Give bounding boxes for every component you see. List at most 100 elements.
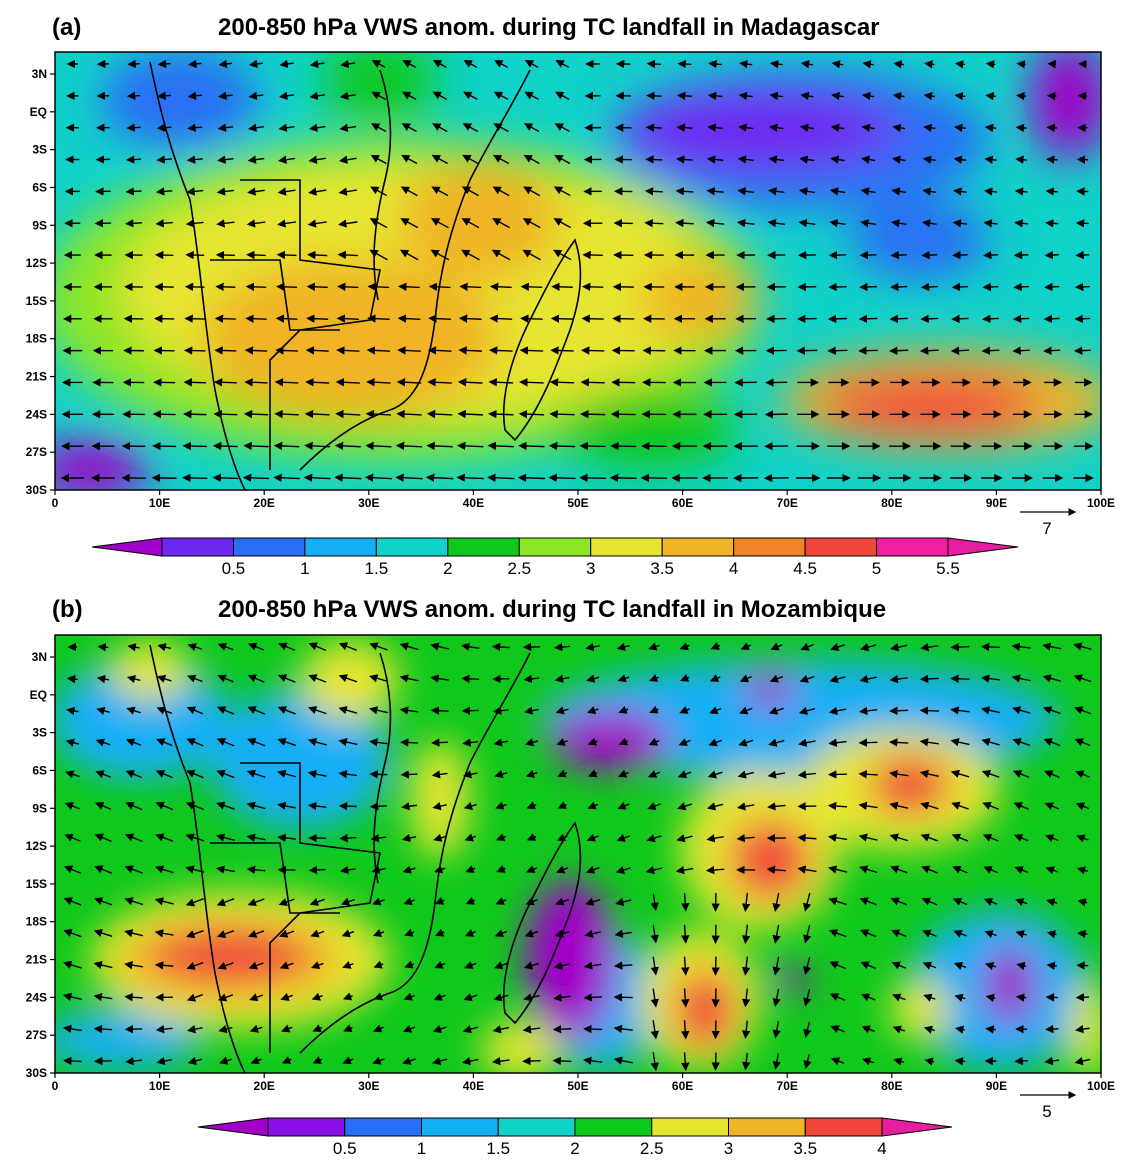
wind-vector-arrow (828, 738, 847, 747)
wind-vector-arrow (281, 1024, 293, 1033)
wind-vector-arrow (677, 59, 692, 69)
wind-vector-arrow (985, 91, 996, 101)
wind-vector-arrow (553, 218, 572, 229)
wind-vector-arrow (279, 929, 295, 938)
wind-vector-arrow (858, 706, 878, 716)
wind-vector-arrow (582, 250, 603, 260)
wind-vector-arrow (950, 738, 970, 747)
wind-vector-arrow (706, 187, 724, 196)
wind-vector-arrow (492, 1025, 510, 1034)
wind-vector-arrow (456, 473, 484, 482)
wind-vector-arrow (457, 378, 483, 387)
wind-vector-arrow (125, 187, 142, 196)
x-tick-label: 50E (567, 496, 588, 510)
wind-vector-arrow (797, 770, 817, 779)
wind-vector-arrow (217, 706, 235, 715)
wind-vector-arrow (404, 928, 415, 937)
wind-vector-arrow (556, 738, 568, 746)
wind-vector-arrow (859, 865, 878, 874)
wind-vector-arrow (859, 282, 877, 292)
wind-vector-arrow (520, 282, 543, 291)
wind-vector-arrow (248, 929, 265, 938)
wind-vector-arrow (308, 123, 326, 132)
wind-vector-arrow (273, 441, 300, 451)
wind-vector-arrow (401, 91, 417, 101)
y-tick-label: 24S (26, 407, 47, 421)
wind-vector-arrow (954, 1057, 966, 1066)
wind-vector-arrow (952, 865, 968, 874)
wind-vector-arrow (828, 865, 848, 874)
wind-vector-arrow (1074, 706, 1091, 715)
wind-vector-arrow (432, 59, 447, 68)
panel-a-map: 0 10E 20E 30E 40E 50E 60E 70E 80E 90E 100E 3N EQ 3S 6S… (26, 51, 1115, 578)
wind-vector-arrow (125, 1056, 142, 1066)
wind-vector-arrow (614, 929, 633, 938)
wind-vector-arrow (459, 282, 482, 291)
wind-vector-arrow (891, 961, 907, 970)
wind-vector-arrow (402, 1024, 416, 1033)
wind-vector-arrow (741, 956, 751, 976)
wind-vector-arrow (556, 865, 569, 874)
wind-vector-arrow (580, 346, 605, 355)
wind-vector-arrow (280, 992, 294, 1001)
wind-vector-arrow (492, 1056, 510, 1066)
wind-vector-arrow (432, 123, 448, 133)
wind-vector-arrow (524, 929, 539, 938)
wind-vector-arrow (1012, 314, 1030, 323)
wind-vector-arrow (827, 833, 848, 842)
wind-vector-arrow (554, 123, 570, 133)
wind-vector-arrow (858, 314, 878, 324)
wind-vector-arrow (433, 992, 446, 1001)
wind-vector-arrow (675, 218, 694, 228)
wind-vector-arrow (431, 770, 448, 779)
wind-vector-arrow (614, 961, 633, 970)
y-tick-label: 12S (26, 839, 47, 853)
wind-vector-arrow (1045, 1024, 1059, 1034)
wind-vector-arrow (188, 59, 202, 69)
wind-vector-arrow (860, 643, 877, 652)
wind-vector-arrow (950, 674, 970, 683)
wind-vector-arrow (799, 674, 815, 683)
wind-vector-arrow (859, 929, 877, 938)
wind-vector-arrow (397, 314, 421, 323)
wind-vector-arrow (1077, 898, 1088, 907)
wind-vector-arrow (246, 801, 266, 810)
wind-vector-arrow (679, 673, 690, 682)
wind-vector-arrow (548, 473, 576, 483)
wind-vector-arrow (432, 802, 447, 811)
wind-vector-arrow (921, 865, 938, 874)
wind-vector-arrow (677, 802, 693, 811)
wind-vector-arrow (583, 961, 602, 970)
wind-vector-arrow (369, 218, 388, 229)
wind-vector-arrow (828, 929, 847, 938)
colorbar-tick-label: 4 (877, 1139, 886, 1158)
wind-vector-arrow (646, 91, 662, 101)
wind-vector-arrow (1015, 898, 1028, 907)
x-tick-label: 50E (567, 1079, 588, 1093)
wind-vector-arrow (495, 897, 507, 905)
y-tick-label: 21S (26, 370, 47, 384)
wind-vector-arrow (246, 250, 266, 260)
wind-vector-arrow (772, 1053, 781, 1070)
wind-vector-arrow (246, 219, 266, 228)
wind-vector-arrow (982, 801, 999, 810)
x-tick-label: 0 (52, 1079, 59, 1093)
wind-vector-arrow (460, 642, 480, 651)
wind-vector-arrow (983, 866, 998, 874)
wind-vector-arrow (369, 738, 388, 747)
wind-vector-arrow (858, 833, 878, 842)
wind-vector-arrow (526, 801, 537, 810)
wind-vector-arrow (246, 865, 266, 874)
colorbar-max-triangle (947, 537, 1019, 557)
wind-vector-arrow (183, 346, 206, 355)
wind-vector-arrow (800, 91, 814, 101)
wind-vector-arrow (827, 346, 848, 355)
wind-vector-arrow (1043, 738, 1061, 747)
wind-vector-arrow (710, 642, 720, 650)
wind-vector-arrow (461, 674, 480, 683)
wind-vector-arrow (275, 314, 298, 323)
wind-vector-arrow (980, 642, 1001, 652)
wind-vector-arrow (551, 282, 573, 292)
wind-vector-arrow (1015, 123, 1027, 133)
